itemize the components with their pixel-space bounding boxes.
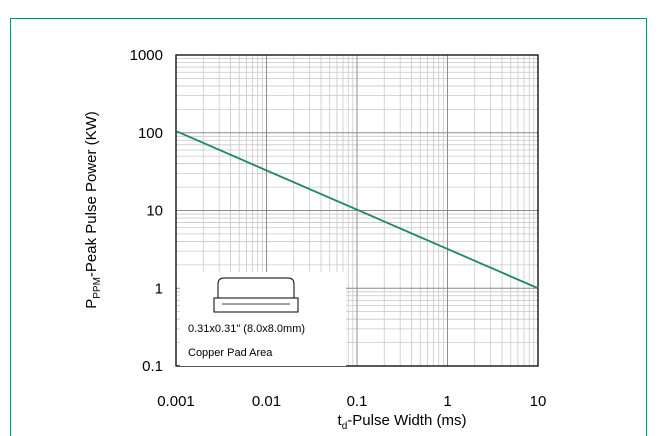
pad-area-text: Copper Pad Area (188, 347, 273, 359)
series-line-0 (175, 130, 539, 290)
x-tick-label: 1 (443, 393, 451, 410)
x-axis-title: td-Pulse Width (ms) (338, 412, 467, 432)
x-tick-label: 0.01 (252, 393, 281, 410)
y-tick-label: 100 (138, 125, 163, 142)
x-tick-label: 0.1 (347, 393, 368, 410)
pad-dimension-text: 0.31x0.31" (8.0x8.0mm) (188, 323, 305, 335)
copper-pad-inset: 0.31x0.31" (8.0x8.0mm) Copper Pad Area (180, 272, 346, 366)
plot-area (175, 54, 539, 367)
y-tick-label: 1 (155, 280, 163, 297)
y-tick-labels: 1000 100 10 1 0.1 (130, 47, 163, 375)
y-tick-label: 0.1 (142, 358, 163, 375)
chart-frame (10, 18, 647, 436)
y-tick-label: 1000 (130, 47, 163, 64)
series-layer (175, 130, 539, 290)
y-axis-title: PPPM-Peak Pulse Power (KW) (83, 111, 103, 309)
x-tick-label: 10 (530, 393, 547, 410)
x-tick-label: 0.001 (157, 393, 195, 410)
y-tick-label: 10 (146, 203, 163, 220)
x-tick-labels: 0.001 0.01 0.1 1 10 (157, 393, 546, 410)
package-outline-icon (213, 277, 299, 313)
